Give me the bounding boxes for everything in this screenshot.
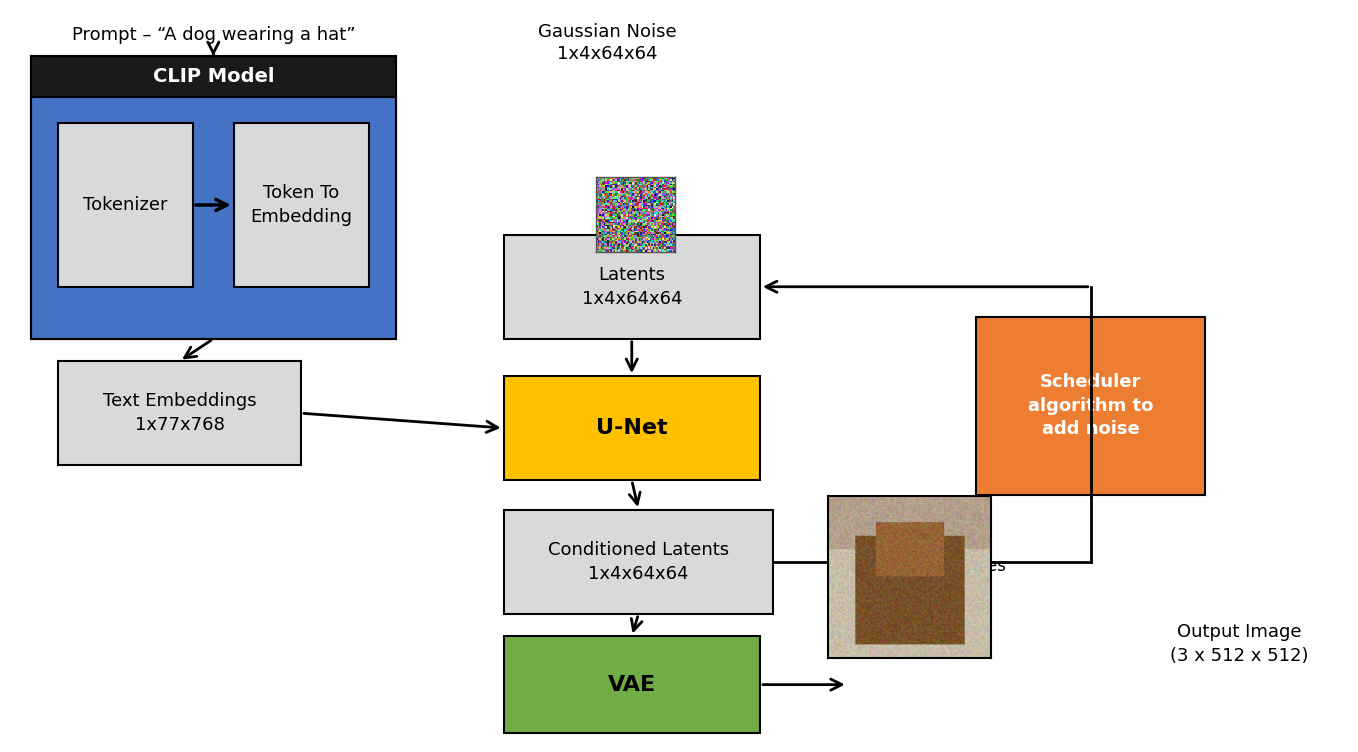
FancyBboxPatch shape [31,97,395,339]
Text: CLIP Model: CLIP Model [152,67,274,86]
FancyBboxPatch shape [976,317,1206,495]
Text: U-Net: U-Net [596,418,668,438]
Text: Prompt – “A dog wearing a hat”: Prompt – “A dog wearing a hat” [72,26,356,44]
Text: VAE: VAE [607,675,656,695]
Text: Text Embeddings
1x77x768: Text Embeddings 1x77x768 [103,393,257,434]
FancyBboxPatch shape [31,56,395,97]
FancyBboxPatch shape [504,510,774,614]
Text: Output Image
(3 x 512 x 512): Output Image (3 x 512 x 512) [1169,623,1308,665]
Text: Token To
Embedding: Token To Embedding [250,184,352,226]
FancyBboxPatch shape [504,636,760,733]
Text: Conditioned Latents
1x4x64x64: Conditioned Latents 1x4x64x64 [547,541,729,583]
FancyBboxPatch shape [58,123,193,287]
Text: Gaussian Noise
1x4x64x64: Gaussian Noise 1x4x64x64 [538,23,676,63]
FancyBboxPatch shape [58,361,301,465]
Text: Tokenizer: Tokenizer [83,196,168,214]
Text: Scheduler
algorithm to
add noise: Scheduler algorithm to add noise [1028,373,1153,438]
FancyBboxPatch shape [504,376,760,480]
Text: Repeat N times: Repeat N times [879,556,1006,575]
FancyBboxPatch shape [234,123,368,287]
Text: Latents
1x4x64x64: Latents 1x4x64x64 [581,266,682,308]
FancyBboxPatch shape [504,235,760,339]
